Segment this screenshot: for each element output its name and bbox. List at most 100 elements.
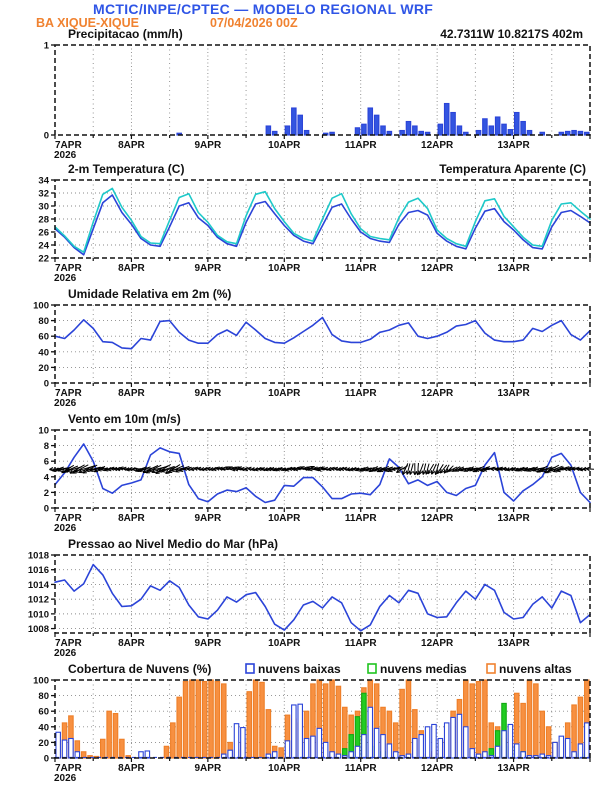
svg-text:8APR: 8APR — [118, 140, 145, 151]
svg-text:11APR: 11APR — [345, 388, 377, 399]
svg-text:10APR: 10APR — [268, 263, 301, 274]
svg-text:0: 0 — [44, 754, 49, 765]
svg-text:1016: 1016 — [28, 565, 49, 576]
svg-text:2026: 2026 — [54, 273, 77, 284]
svg-text:60: 60 — [38, 707, 49, 718]
svg-text:nuvens baixas: nuvens baixas — [258, 662, 341, 676]
svg-text:40: 40 — [38, 722, 49, 733]
svg-text:11APR: 11APR — [345, 513, 377, 524]
model-title: MCTIC/INPE/CPTEC — MODELO REGIONAL WRF — [93, 1, 434, 17]
svg-text:0: 0 — [44, 379, 49, 390]
svg-text:8APR: 8APR — [118, 513, 145, 524]
svg-text:8APR: 8APR — [118, 263, 145, 274]
svg-text:100: 100 — [33, 301, 49, 312]
svg-text:11APR: 11APR — [345, 763, 377, 774]
svg-text:28: 28 — [38, 215, 49, 226]
svg-text:9APR: 9APR — [195, 388, 222, 399]
svg-text:1008: 1008 — [28, 624, 49, 635]
svg-text:20: 20 — [38, 363, 49, 374]
svg-text:2026: 2026 — [54, 648, 77, 659]
svg-text:7APR: 7APR — [55, 763, 82, 774]
svg-text:32: 32 — [38, 189, 49, 200]
svg-text:1: 1 — [44, 41, 50, 52]
svg-text:11APR: 11APR — [345, 638, 377, 649]
svg-text:11APR: 11APR — [345, 263, 377, 274]
svg-text:8APR: 8APR — [118, 763, 145, 774]
svg-text:Temperatura Aparente (C): Temperatura Aparente (C) — [439, 162, 586, 176]
svg-text:6: 6 — [44, 457, 49, 468]
svg-text:9APR: 9APR — [195, 140, 222, 151]
svg-text:13APR: 13APR — [497, 513, 530, 524]
svg-text:1012: 1012 — [28, 595, 49, 606]
svg-text:13APR: 13APR — [497, 140, 530, 151]
svg-text:8APR: 8APR — [118, 638, 145, 649]
svg-text:8: 8 — [44, 441, 49, 452]
svg-text:26: 26 — [38, 228, 49, 239]
svg-text:60: 60 — [38, 332, 49, 343]
svg-text:1018: 1018 — [28, 551, 49, 562]
svg-text:13APR: 13APR — [497, 763, 530, 774]
station-name: BA XIQUE-XIQUE — [36, 16, 140, 30]
svg-text:34: 34 — [38, 176, 49, 187]
svg-text:100: 100 — [33, 676, 49, 687]
svg-text:2026: 2026 — [54, 523, 77, 534]
svg-text:2026: 2026 — [54, 773, 77, 784]
svg-text:2026: 2026 — [54, 398, 77, 409]
svg-text:12APR: 12APR — [421, 638, 454, 649]
svg-text:Precipitacao (mm/h): Precipitacao (mm/h) — [68, 27, 183, 41]
svg-text:10: 10 — [38, 426, 49, 437]
svg-text:Vento em 10m (m/s): Vento em 10m (m/s) — [68, 412, 181, 426]
svg-text:1010: 1010 — [28, 609, 49, 620]
svg-text:80: 80 — [38, 316, 49, 327]
svg-text:10APR: 10APR — [268, 388, 301, 399]
svg-text:10APR: 10APR — [268, 638, 301, 649]
svg-text:20: 20 — [38, 738, 49, 749]
svg-text:2: 2 — [44, 488, 49, 499]
svg-text:7APR: 7APR — [55, 638, 82, 649]
svg-text:13APR: 13APR — [497, 263, 530, 274]
svg-text:9APR: 9APR — [195, 513, 222, 524]
svg-text:10APR: 10APR — [268, 140, 301, 151]
svg-text:22: 22 — [38, 254, 49, 265]
svg-text:9APR: 9APR — [195, 263, 222, 274]
svg-text:12APR: 12APR — [421, 140, 454, 151]
svg-text:30: 30 — [38, 202, 49, 213]
svg-text:12APR: 12APR — [421, 263, 454, 274]
run-datetime: 07/04/2026 00Z — [210, 16, 298, 30]
svg-text:13APR: 13APR — [497, 388, 530, 399]
svg-text:7APR: 7APR — [55, 388, 82, 399]
svg-text:2026: 2026 — [54, 150, 77, 161]
svg-text:7APR: 7APR — [55, 140, 82, 151]
svg-text:Umidade Relativa em 2m (%): Umidade Relativa em 2m (%) — [68, 287, 231, 301]
svg-text:Pressao ao Nivel Medio do Mar: Pressao ao Nivel Medio do Mar (hPa) — [68, 537, 278, 551]
svg-text:42.7311W 10.8217S 402m: 42.7311W 10.8217S 402m — [440, 27, 583, 41]
svg-text:12APR: 12APR — [421, 763, 454, 774]
svg-text:12APR: 12APR — [421, 513, 454, 524]
svg-text:80: 80 — [38, 691, 49, 702]
svg-text:11APR: 11APR — [345, 140, 377, 151]
svg-text:0: 0 — [44, 504, 49, 515]
svg-text:13APR: 13APR — [497, 638, 530, 649]
svg-text:Cobertura de Nuvens (%): Cobertura de Nuvens (%) — [68, 662, 211, 676]
svg-text:9APR: 9APR — [195, 638, 222, 649]
svg-text:8APR: 8APR — [118, 388, 145, 399]
svg-text:1014: 1014 — [28, 580, 50, 591]
svg-text:nuvens medias: nuvens medias — [380, 662, 467, 676]
svg-text:0: 0 — [44, 131, 49, 142]
svg-text:4: 4 — [44, 472, 50, 483]
svg-text:7APR: 7APR — [55, 263, 82, 274]
svg-text:24: 24 — [38, 241, 49, 252]
svg-text:12APR: 12APR — [421, 388, 454, 399]
svg-text:2-m Temperatura (C): 2-m Temperatura (C) — [68, 162, 184, 176]
svg-text:10APR: 10APR — [268, 763, 301, 774]
svg-text:nuvens altas: nuvens altas — [499, 662, 572, 676]
svg-text:7APR: 7APR — [55, 513, 82, 524]
svg-text:9APR: 9APR — [195, 763, 222, 774]
